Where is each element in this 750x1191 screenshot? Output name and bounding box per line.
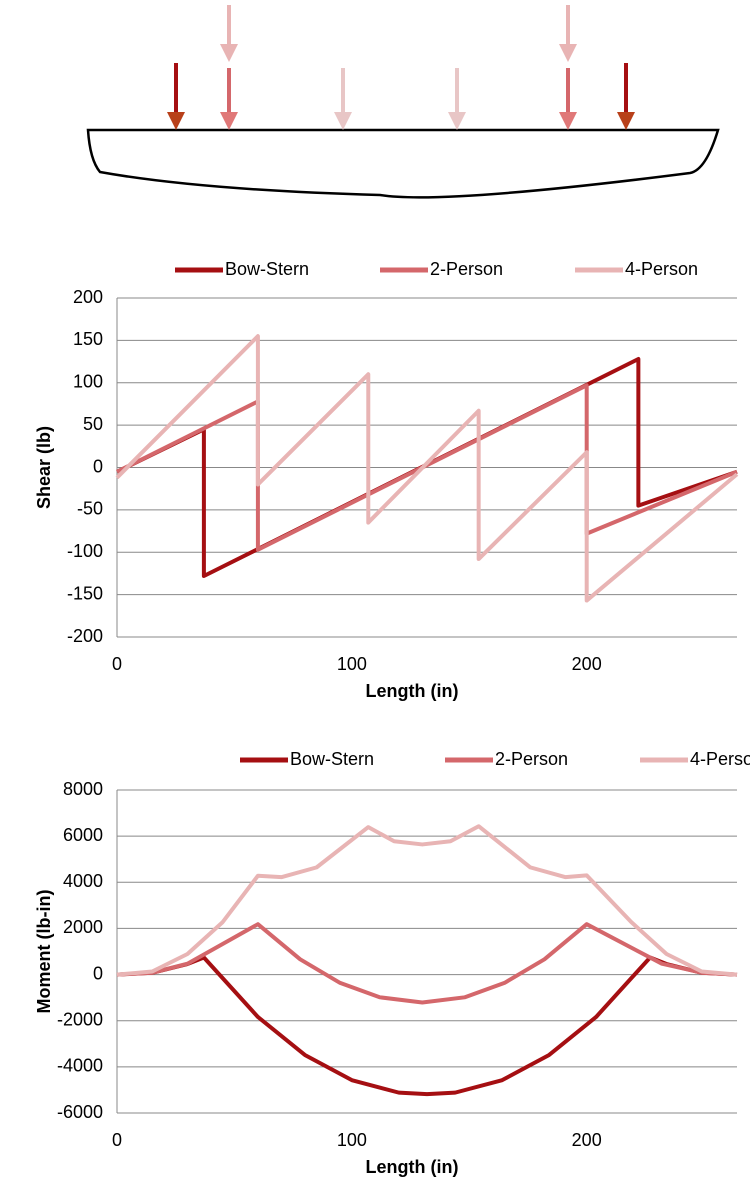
series-line <box>117 336 737 600</box>
y-tick-label: 0 <box>93 456 103 476</box>
legend-label: 4-Person <box>690 749 750 769</box>
legend-label: Bow-Stern <box>290 749 374 769</box>
y-axis-title: Shear (lb) <box>34 426 54 509</box>
y-tick-label: 50 <box>83 414 103 434</box>
legend-label: 4-Person <box>625 259 698 279</box>
y-tick-label: -2000 <box>57 1009 103 1029</box>
legend-label: 2-Person <box>495 749 568 769</box>
arrow-head <box>220 112 238 130</box>
x-axis-title: Length (in) <box>366 681 459 701</box>
y-axis-title: Moment (lb-in) <box>34 890 54 1014</box>
y-tick-label: 2000 <box>63 917 103 937</box>
arrow-head <box>559 112 577 130</box>
legend-label: Bow-Stern <box>225 259 309 279</box>
y-tick-label: 200 <box>73 287 103 307</box>
y-tick-label: 150 <box>73 329 103 349</box>
arrow-head <box>559 44 577 62</box>
arrow-head <box>167 112 185 130</box>
x-tick-label: 0 <box>112 654 122 674</box>
y-tick-label: -150 <box>67 583 103 603</box>
arrow-head <box>448 112 466 130</box>
arrow-head <box>334 112 352 130</box>
y-tick-label: 100 <box>73 372 103 392</box>
figure: 200150100500-50-100-150-2000100200Length… <box>0 0 750 1191</box>
y-tick-label: -50 <box>77 499 103 519</box>
y-tick-label: 6000 <box>63 825 103 845</box>
y-tick-label: -200 <box>67 626 103 646</box>
x-tick-label: 100 <box>337 654 367 674</box>
hull <box>88 130 718 197</box>
x-tick-label: 100 <box>337 1130 367 1150</box>
y-tick-label: -100 <box>67 541 103 561</box>
load-arrows <box>167 5 635 130</box>
x-tick-label: 200 <box>572 654 602 674</box>
hull-diagram <box>88 5 718 197</box>
arrow-head <box>617 112 635 130</box>
y-tick-label: 4000 <box>63 871 103 891</box>
y-tick-label: -6000 <box>57 1102 103 1122</box>
arrow-head <box>220 44 238 62</box>
x-axis-title: Length (in) <box>366 1157 459 1177</box>
y-tick-label: 0 <box>93 963 103 983</box>
legend-label: 2-Person <box>430 259 503 279</box>
x-tick-label: 0 <box>112 1130 122 1150</box>
y-tick-label: 8000 <box>63 779 103 799</box>
x-tick-label: 200 <box>572 1130 602 1150</box>
y-tick-label: -4000 <box>57 1056 103 1076</box>
series-line <box>117 957 737 1094</box>
page: 200150100500-50-100-150-2000100200Length… <box>0 0 750 1191</box>
